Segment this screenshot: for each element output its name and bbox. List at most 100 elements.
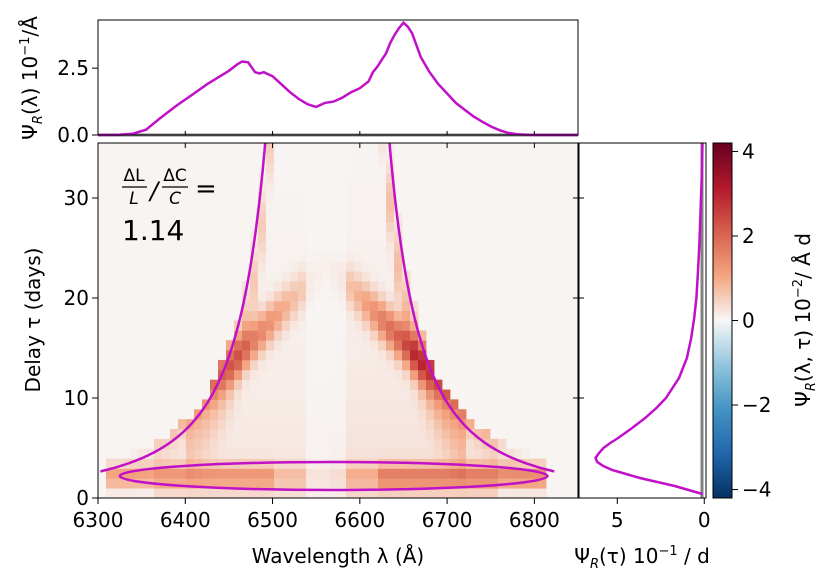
heatmap-cell xyxy=(362,359,371,371)
main-x-tick-label: 6700 xyxy=(422,508,473,532)
top-ylabel-main: Ψ xyxy=(18,124,42,140)
heatmap-cell xyxy=(378,310,387,321)
heatmap-cell xyxy=(402,340,411,351)
heatmap-cell xyxy=(378,340,387,351)
heatmap-cell xyxy=(338,281,347,292)
heatmap-cell xyxy=(338,428,347,440)
heatmap-cell xyxy=(306,261,315,272)
heatmap-cell xyxy=(314,458,323,469)
heatmap-cell xyxy=(354,281,363,292)
heatmap-cell xyxy=(250,290,259,302)
heatmap-cell xyxy=(242,448,251,459)
heatmap-cell xyxy=(330,290,339,302)
heatmap-cell xyxy=(266,152,275,164)
heatmap-cell xyxy=(378,468,387,479)
heatmap-cell xyxy=(410,359,419,371)
heatmap-cell xyxy=(274,300,283,312)
heatmap-cell xyxy=(306,300,315,312)
heatmap-cell xyxy=(250,428,259,440)
heatmap-cell xyxy=(258,290,267,302)
heatmap-cell xyxy=(250,409,259,420)
heatmap-cell xyxy=(242,389,251,400)
heatmap-cell xyxy=(362,162,371,173)
heatmap-cell xyxy=(354,162,363,173)
heatmap-cell xyxy=(314,369,323,381)
heatmap-cell xyxy=(266,419,275,430)
heatmap-cell xyxy=(266,172,275,183)
heatmap-cell xyxy=(498,468,507,479)
heatmap-cell xyxy=(386,261,395,272)
heatmap-cell xyxy=(450,468,459,479)
heatmap-cell xyxy=(354,448,363,459)
heatmap-cell xyxy=(370,330,379,341)
heatmap-cell xyxy=(426,448,435,459)
heatmap-cell xyxy=(442,389,451,400)
top-profile-line xyxy=(98,20,578,137)
heatmap-cell xyxy=(378,212,387,223)
heatmap-cell xyxy=(370,340,379,351)
heatmap-cell xyxy=(386,162,395,173)
heatmap-cell xyxy=(346,202,355,213)
heatmap-cell xyxy=(202,478,211,489)
heatmap-cell xyxy=(394,409,403,420)
heatmap-cell xyxy=(394,399,403,410)
right-xlabel-main: Ψ xyxy=(574,544,590,568)
heatmap-cell xyxy=(242,310,251,321)
heatmap-cell xyxy=(386,478,395,489)
heatmap-cell xyxy=(178,419,187,430)
heatmap-cell xyxy=(378,261,387,272)
heatmap-cell xyxy=(322,409,331,420)
heatmap-cell xyxy=(386,320,395,331)
heatmap-cell xyxy=(354,300,363,312)
heatmap-cell xyxy=(402,389,411,400)
heatmap-cell xyxy=(378,281,387,292)
heatmap-cell xyxy=(210,399,219,410)
heatmap-cell xyxy=(194,428,203,440)
heatmap-cell xyxy=(234,438,243,450)
heatmap-cell xyxy=(282,310,291,321)
heatmap-cell xyxy=(226,468,235,479)
heatmap-cell xyxy=(362,241,371,252)
heatmap-cell xyxy=(450,428,459,440)
heatmap-cell xyxy=(210,448,219,459)
frac1-numerator: ΔL xyxy=(123,166,145,186)
heatmap-cell xyxy=(338,350,347,361)
heatmap-cell xyxy=(338,488,347,498)
heatmap-cell xyxy=(498,488,507,498)
heatmap-cell xyxy=(378,448,387,459)
heatmap-cell xyxy=(450,438,459,450)
heatmap-cell xyxy=(338,340,347,351)
heatmap-cell xyxy=(402,428,411,440)
heatmap-cell xyxy=(338,300,347,312)
heatmap-cell xyxy=(290,212,299,223)
heatmap-cell xyxy=(530,478,539,489)
heatmap-cell xyxy=(194,468,203,479)
heatmap-cell xyxy=(466,428,475,440)
heatmap-cell xyxy=(282,231,291,243)
heatmap-cell xyxy=(370,379,379,390)
heatmap-cell xyxy=(274,202,283,213)
heatmap-cell xyxy=(314,438,323,450)
heatmap-cell xyxy=(242,488,251,498)
heatmap-cell xyxy=(362,448,371,459)
heatmap-cell xyxy=(306,399,315,410)
heatmap-cell xyxy=(338,320,347,331)
heatmap-cell xyxy=(274,478,283,489)
heatmap-cell xyxy=(514,488,523,498)
heatmap-cell xyxy=(250,389,259,400)
heatmap-cell xyxy=(418,448,427,459)
heatmap-cell xyxy=(338,478,347,489)
heatmap-cell xyxy=(378,409,387,420)
heatmap-cell xyxy=(170,478,179,489)
heatmap-cell xyxy=(378,241,387,252)
heatmap-cell xyxy=(338,409,347,420)
heatmap-cell xyxy=(282,350,291,361)
heatmap-cell xyxy=(194,488,203,498)
heatmap-cell xyxy=(138,468,147,479)
heatmap-cell xyxy=(322,478,331,489)
heatmap-cell xyxy=(322,458,331,469)
heatmap-cell xyxy=(346,389,355,400)
heatmap-cell xyxy=(314,350,323,361)
heatmap-cell xyxy=(434,478,443,489)
